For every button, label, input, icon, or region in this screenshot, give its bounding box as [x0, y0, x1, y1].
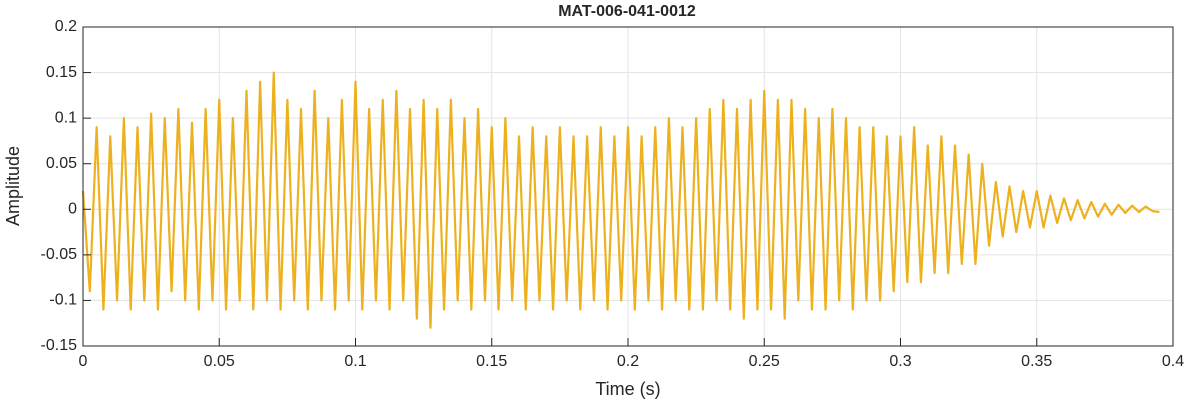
x-tick-label: 0: [79, 353, 88, 370]
y-tick-label: 0: [68, 201, 77, 218]
chart-title: MAT-006-041-0012: [558, 3, 696, 20]
y-axis-label: Amplitude: [3, 146, 23, 226]
x-tick-label: 0.4: [1162, 353, 1184, 370]
x-tick-label: 0.3: [889, 353, 911, 370]
x-tick-label: 0.25: [749, 353, 780, 370]
y-tick-label: -0.05: [41, 246, 78, 263]
x-tick-label: 0.2: [617, 353, 639, 370]
y-tick-label: -0.1: [49, 292, 77, 309]
x-tick-label: 0.15: [476, 353, 507, 370]
y-tick-label: -0.15: [41, 337, 78, 354]
x-tick-label: 0.05: [204, 353, 235, 370]
x-tick-label: 0.1: [344, 353, 366, 370]
y-tick-label: 0.05: [46, 155, 77, 172]
x-axis-label: Time (s): [595, 379, 660, 399]
waveform-line: [81, 71, 1160, 329]
y-tick-label: 0.1: [55, 109, 77, 126]
y-tick-label: 0.2: [55, 18, 77, 35]
y-tick-label: 0.15: [46, 64, 77, 81]
x-tick-label: 0.35: [1021, 353, 1052, 370]
plot: [81, 71, 1160, 329]
